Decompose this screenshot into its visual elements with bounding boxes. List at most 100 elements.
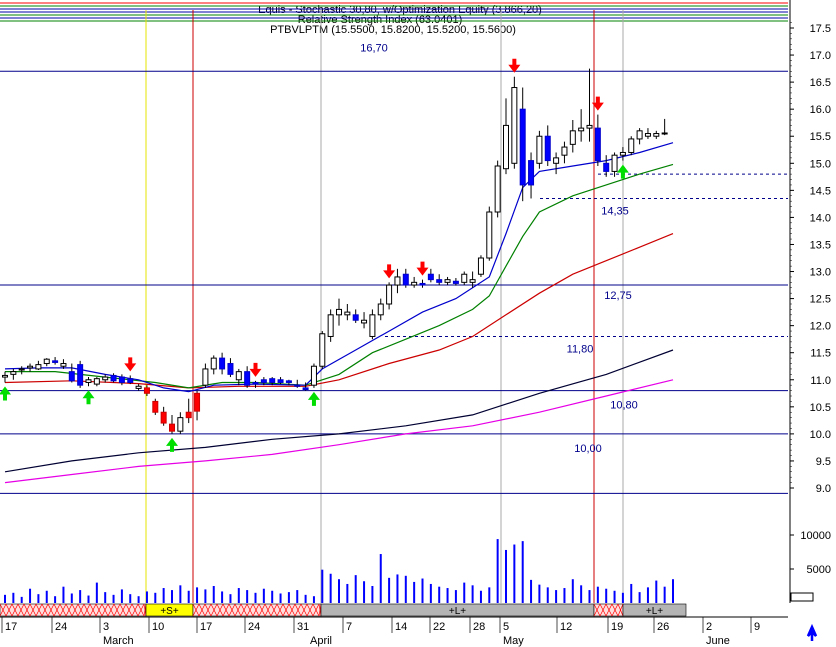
candle <box>544 125 551 166</box>
candle <box>327 309 334 342</box>
signal-hatch <box>77 603 85 617</box>
candle <box>310 363 317 388</box>
signal-hatch <box>246 603 254 617</box>
price-tick-label: 12.5 <box>810 294 831 306</box>
sell-arrow-icon <box>508 58 521 73</box>
candle-body <box>68 371 75 382</box>
candle-body <box>127 378 134 383</box>
candle-body <box>43 358 50 365</box>
level-label: 10,00 <box>574 443 602 455</box>
date-tick-label: 24 <box>55 621 67 633</box>
candle <box>43 358 50 367</box>
candle-body <box>110 374 117 382</box>
candle-body <box>235 371 242 381</box>
signal-hatch <box>258 603 266 617</box>
candle <box>135 384 142 391</box>
candle-body <box>519 108 526 186</box>
month-label: May <box>503 635 524 647</box>
candle <box>252 380 259 388</box>
signal-hatch <box>240 603 248 617</box>
candle <box>210 355 217 375</box>
candle <box>302 382 309 391</box>
candle-body <box>444 279 451 283</box>
candle <box>394 268 401 294</box>
candle-body <box>77 364 84 386</box>
candle <box>93 377 100 387</box>
candle-body <box>294 384 301 387</box>
candle-body <box>336 308 342 316</box>
ma-magenta-line <box>4 379 674 484</box>
header-line1: Equis - Stochastic 30,80, w/Optimization… <box>258 4 542 16</box>
signal-hatch <box>192 603 200 617</box>
sell-arrow-icon <box>591 96 604 111</box>
date-tick-label: 26 <box>657 621 669 633</box>
candle <box>603 155 610 177</box>
candle-body <box>436 279 443 283</box>
candle-body <box>244 371 251 386</box>
candle-body <box>427 273 434 281</box>
signal-hatch <box>605 603 613 617</box>
candle-body <box>636 130 643 140</box>
signal-segment: +S+ <box>145 603 194 617</box>
candle-body <box>143 387 150 394</box>
candle <box>160 406 167 426</box>
signal-label: +S+ <box>160 606 179 617</box>
candle <box>227 358 234 378</box>
candle-body <box>10 371 17 375</box>
signal-hatch <box>204 603 212 617</box>
candle <box>486 206 493 261</box>
candle-body <box>194 392 201 412</box>
candle <box>477 255 484 277</box>
candle <box>528 152 535 199</box>
arrow-up-icon[interactable] <box>806 623 818 641</box>
signal-hatch <box>599 603 607 617</box>
candle-body <box>578 127 585 132</box>
candle <box>85 377 92 387</box>
candle <box>611 152 618 177</box>
candle <box>494 160 501 218</box>
signal-hatch <box>306 603 314 617</box>
candle-body <box>411 281 418 286</box>
date-tick-label: 24 <box>248 621 260 633</box>
price-tick-label: 15.0 <box>810 158 831 170</box>
signal-hatch <box>593 603 601 617</box>
price-tick-label: 9.5 <box>816 456 831 468</box>
candle-body <box>202 368 209 386</box>
candle <box>118 374 125 386</box>
buy-arrow-icon <box>616 164 629 179</box>
sell-arrow-icon <box>383 264 396 279</box>
candle <box>336 298 342 326</box>
candle <box>169 414 175 434</box>
date-tick-label: 28 <box>473 621 485 633</box>
sell-arrow-icon <box>416 261 429 276</box>
candle <box>52 357 59 365</box>
candle-body <box>461 273 468 283</box>
candle <box>194 390 201 421</box>
candle-body <box>260 379 267 383</box>
signal-hatch <box>83 603 91 617</box>
signal-hatch <box>282 603 290 617</box>
candle-body <box>536 135 543 164</box>
scroll-up-button[interactable] <box>806 623 818 641</box>
signal-hatch <box>119 603 127 617</box>
candle <box>452 278 459 286</box>
moving-averages <box>4 142 674 484</box>
date-tick-label: 17 <box>200 621 212 633</box>
price-tick-label: 10.0 <box>810 429 831 441</box>
month-label: June <box>706 635 730 647</box>
price-tick-label: 15.5 <box>810 131 831 143</box>
candle <box>219 352 226 375</box>
signal-segment-rect <box>622 603 687 617</box>
candle-body <box>302 387 309 391</box>
date-tick-label: 9 <box>754 621 760 633</box>
level-label: 11,80 <box>567 343 594 355</box>
signal-hatch <box>252 603 260 617</box>
signal-segment <box>192 603 322 617</box>
candle <box>285 379 292 386</box>
volume-bars <box>4 539 674 603</box>
price-tick-label: 10.5 <box>810 402 831 414</box>
candle <box>644 128 651 139</box>
candle <box>10 368 17 380</box>
signal-segment: +L+ <box>622 603 687 617</box>
